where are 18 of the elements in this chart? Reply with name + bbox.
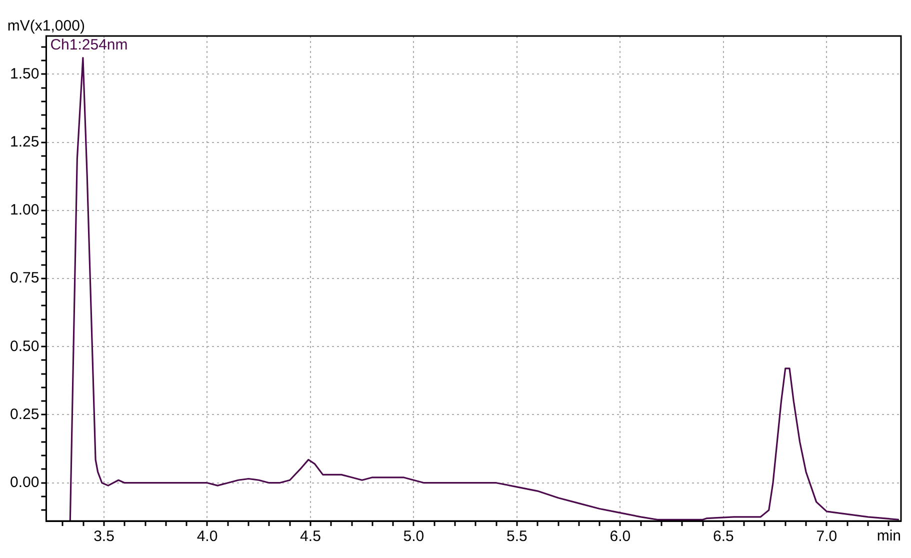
y-tick-label: 0.75 <box>10 270 40 287</box>
x-tick-label: 5.5 <box>506 528 528 546</box>
y-axis-title: mV(x1,000) <box>7 18 85 35</box>
x-tick-label: 4.0 <box>196 528 218 546</box>
y-tick-label: 0.50 <box>10 338 40 355</box>
x-tick-label: 6.0 <box>610 528 631 546</box>
y-tick-label: 0.25 <box>10 406 40 423</box>
x-tick-label: 7.0 <box>816 528 838 546</box>
x-axis-title: min <box>876 528 901 545</box>
y-tick-label: 0.00 <box>10 474 40 491</box>
annotation: Ch1:254nm <box>50 36 128 54</box>
x-tick-label: 5.0 <box>403 528 424 546</box>
y-tick-label: 1.25 <box>10 133 40 150</box>
x-tick-label: 6.5 <box>713 528 734 546</box>
y-tick-label: 1.00 <box>10 202 40 219</box>
x-tick-label: 3.5 <box>94 528 114 546</box>
y-tick-label: 1.50 <box>10 65 40 82</box>
x-tick-label: 4.5 <box>300 528 321 546</box>
